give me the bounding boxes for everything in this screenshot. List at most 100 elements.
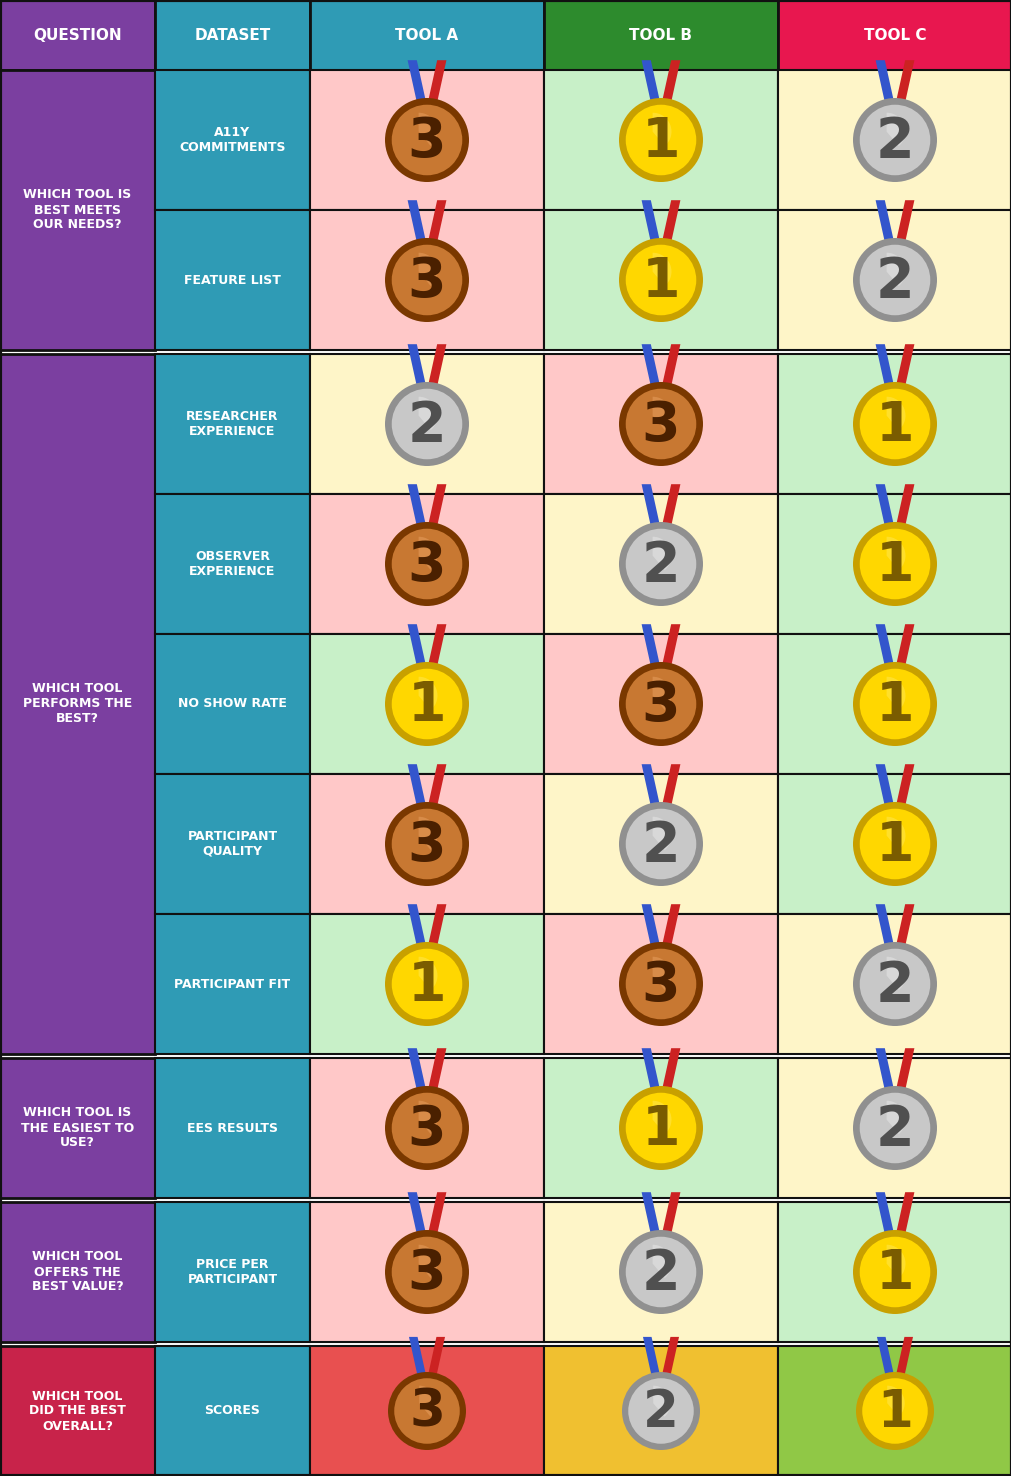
Wedge shape bbox=[419, 112, 437, 146]
Circle shape bbox=[387, 1373, 465, 1449]
Wedge shape bbox=[652, 816, 671, 850]
Wedge shape bbox=[419, 1101, 437, 1134]
Bar bbox=[155, 210, 309, 350]
Text: 3: 3 bbox=[407, 1247, 446, 1302]
Polygon shape bbox=[642, 1337, 660, 1379]
Text: 1: 1 bbox=[641, 1103, 679, 1157]
Circle shape bbox=[859, 1237, 929, 1308]
Text: 3: 3 bbox=[407, 539, 446, 593]
Text: 3: 3 bbox=[408, 1387, 445, 1438]
Bar bbox=[155, 354, 309, 494]
Polygon shape bbox=[661, 765, 679, 809]
Wedge shape bbox=[419, 676, 437, 710]
Text: 2: 2 bbox=[875, 1103, 913, 1157]
Circle shape bbox=[384, 238, 468, 322]
Polygon shape bbox=[407, 765, 426, 809]
Circle shape bbox=[859, 669, 929, 739]
Polygon shape bbox=[407, 1048, 426, 1092]
Polygon shape bbox=[895, 1193, 914, 1237]
Wedge shape bbox=[886, 252, 905, 286]
Polygon shape bbox=[427, 344, 446, 388]
Circle shape bbox=[391, 1237, 462, 1308]
Circle shape bbox=[625, 949, 696, 1020]
Text: 2: 2 bbox=[875, 959, 913, 1013]
Bar bbox=[544, 69, 777, 210]
Polygon shape bbox=[661, 61, 679, 105]
Polygon shape bbox=[641, 1048, 660, 1092]
Bar bbox=[0, 1058, 155, 1199]
Circle shape bbox=[391, 528, 462, 599]
Polygon shape bbox=[407, 344, 426, 388]
Polygon shape bbox=[427, 905, 446, 948]
Circle shape bbox=[625, 809, 696, 880]
Text: 2: 2 bbox=[642, 1387, 678, 1438]
Wedge shape bbox=[886, 956, 905, 990]
Text: 1: 1 bbox=[875, 819, 913, 874]
Wedge shape bbox=[419, 397, 437, 430]
Polygon shape bbox=[407, 61, 426, 105]
Circle shape bbox=[861, 1379, 927, 1444]
Circle shape bbox=[852, 238, 936, 322]
Text: NO SHOW RATE: NO SHOW RATE bbox=[178, 698, 287, 710]
Text: PARTICIPANT
QUALITY: PARTICIPANT QUALITY bbox=[187, 830, 277, 858]
Polygon shape bbox=[427, 1193, 446, 1237]
Polygon shape bbox=[661, 905, 679, 948]
Bar bbox=[777, 635, 1011, 773]
Polygon shape bbox=[875, 1193, 894, 1237]
Bar bbox=[544, 354, 777, 494]
Text: PARTICIPANT FIT: PARTICIPANT FIT bbox=[174, 977, 290, 990]
Bar bbox=[0, 354, 155, 1054]
Circle shape bbox=[852, 523, 936, 607]
Polygon shape bbox=[427, 484, 446, 528]
Polygon shape bbox=[407, 201, 426, 245]
Polygon shape bbox=[661, 484, 679, 528]
Circle shape bbox=[852, 97, 936, 182]
Circle shape bbox=[628, 1379, 694, 1444]
Wedge shape bbox=[419, 252, 437, 286]
Text: 2: 2 bbox=[407, 399, 446, 453]
Circle shape bbox=[384, 1086, 468, 1170]
Circle shape bbox=[859, 245, 929, 316]
Bar bbox=[0, 1201, 155, 1342]
Text: 1: 1 bbox=[407, 959, 446, 1013]
Polygon shape bbox=[641, 201, 660, 245]
Text: 1: 1 bbox=[875, 679, 913, 734]
Text: OBSERVER
EXPERIENCE: OBSERVER EXPERIENCE bbox=[189, 551, 275, 579]
Polygon shape bbox=[875, 484, 894, 528]
Bar bbox=[155, 1201, 309, 1342]
Text: WHICH TOOL
PERFORMS THE
BEST?: WHICH TOOL PERFORMS THE BEST? bbox=[23, 682, 132, 726]
Polygon shape bbox=[641, 61, 660, 105]
Bar bbox=[309, 69, 544, 210]
Wedge shape bbox=[652, 397, 671, 430]
Wedge shape bbox=[652, 956, 671, 990]
Text: 1: 1 bbox=[875, 1247, 913, 1302]
Polygon shape bbox=[641, 765, 660, 809]
Circle shape bbox=[619, 523, 703, 607]
Polygon shape bbox=[661, 344, 679, 388]
Circle shape bbox=[394, 1379, 459, 1444]
Text: EES RESULTS: EES RESULTS bbox=[187, 1122, 278, 1135]
Wedge shape bbox=[887, 1386, 904, 1417]
Polygon shape bbox=[895, 61, 914, 105]
Text: WHICH TOOL
DID THE BEST
OVERALL?: WHICH TOOL DID THE BEST OVERALL? bbox=[29, 1389, 125, 1433]
Wedge shape bbox=[652, 537, 671, 570]
Wedge shape bbox=[886, 397, 905, 430]
Text: TOOL A: TOOL A bbox=[395, 28, 458, 43]
Wedge shape bbox=[886, 112, 905, 146]
Text: RESEARCHER
EXPERIENCE: RESEARCHER EXPERIENCE bbox=[186, 410, 278, 438]
Text: FEATURE LIST: FEATURE LIST bbox=[184, 273, 281, 286]
Text: TOOL C: TOOL C bbox=[863, 28, 925, 43]
Circle shape bbox=[852, 1086, 936, 1170]
Polygon shape bbox=[895, 484, 914, 528]
Bar bbox=[309, 635, 544, 773]
Polygon shape bbox=[427, 765, 446, 809]
Text: QUESTION: QUESTION bbox=[33, 28, 121, 43]
Wedge shape bbox=[419, 1386, 437, 1417]
Text: TOOL B: TOOL B bbox=[629, 28, 692, 43]
Polygon shape bbox=[895, 765, 914, 809]
Circle shape bbox=[619, 801, 703, 886]
Wedge shape bbox=[652, 1386, 670, 1417]
Bar bbox=[544, 210, 777, 350]
Circle shape bbox=[391, 1092, 462, 1163]
Polygon shape bbox=[641, 344, 660, 388]
